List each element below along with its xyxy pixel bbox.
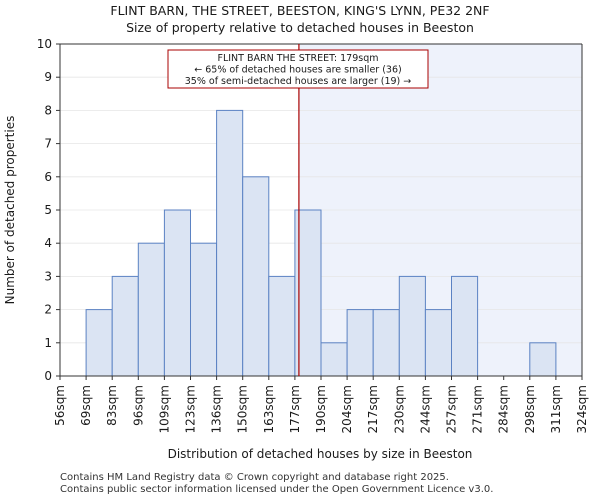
annotation-box [167,49,429,89]
bar [320,342,348,377]
x-tick-label: 244sqm [418,385,432,433]
bar [137,242,165,377]
x-tick-label: 96sqm [131,385,145,426]
x-tick-label: 163sqm [262,385,276,433]
x-tick-label: 324sqm [575,385,589,433]
x-tick-label: 284sqm [497,385,511,433]
chart-title: FLINT BARN, THE STREET, BEESTON, KING'S … [110,3,490,18]
x-tick-label: 83sqm [105,385,119,426]
x-tick-label: 271sqm [471,385,485,433]
y-tick-label: 7 [44,137,52,151]
x-tick-label: 257sqm [445,385,459,433]
bar [216,109,244,377]
footer-copyright: Contains HM Land Registry data © Crown c… [60,472,449,483]
annotation-line: FLINT BARN THE STREET: 179sqm [218,53,379,64]
x-tick-label: 190sqm [314,385,328,433]
x-tick-label: 230sqm [392,385,406,433]
x-tick-label: 298sqm [523,385,537,433]
histogram-chart: 0 1 2 3 4 5 6 7 8 9 10 56sqm 69sqm 83sqm 96sqm 109sqm 12… [3,37,589,461]
annotation-line: 35% of semi-detached houses are larger (… [185,76,412,87]
x-tick-label: 56sqm [53,385,67,426]
y-tick-label: 10 [37,37,52,51]
bar [424,309,452,377]
footer-licence: Contains public sector information licen… [60,484,494,495]
x-tick-label: 177sqm [288,385,302,433]
x-tick-label: 150sqm [236,385,250,433]
y-tick-label: 2 [44,303,52,317]
bar [268,275,296,377]
x-tick-label: 123sqm [184,385,198,433]
x-tick-label: 109sqm [157,385,171,433]
bar [85,309,113,377]
bar [451,275,479,377]
bar [372,309,400,377]
bar [398,275,426,377]
y-tick-label: 9 [44,70,52,84]
y-tick-label: 8 [44,103,52,117]
bar [529,342,557,377]
x-tick-label: 69sqm [79,385,93,426]
y-tick-label: 0 [44,369,52,383]
bar [242,176,270,377]
bar [190,242,218,377]
chart-subtitle: Size of property relative to detached ho… [126,20,474,35]
x-axis-label: Distribution of detached houses by size … [168,447,473,461]
y-tick-label: 3 [44,269,52,283]
bar [346,309,374,377]
x-tick-label: 217sqm [366,385,380,433]
y-tick-label: 1 [44,336,52,350]
bar [163,209,191,377]
y-axis-label: Number of detached properties [3,116,17,305]
x-tick-label: 204sqm [340,385,354,433]
x-tick-label: 311sqm [549,385,563,433]
x-tick-label: 136sqm [210,385,224,433]
y-tick-label: 5 [44,203,52,217]
annotation-line: ← 65% of detached houses are smaller (36… [194,65,401,76]
y-tick-label: 4 [44,236,52,250]
y-tick-label: 6 [44,170,52,184]
bar [111,275,139,377]
